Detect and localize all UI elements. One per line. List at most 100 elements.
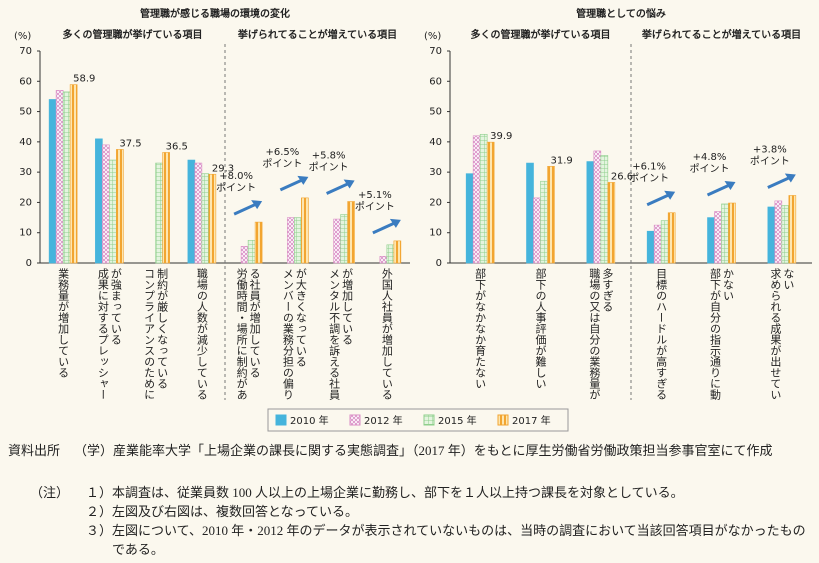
note-label: （注） — [30, 485, 70, 500]
note-text: 本調査は、従業員数 100 人以上の上場企業に勤務し、部下を１人以上持つ課長を対… — [112, 485, 684, 500]
annotation: ポイント — [690, 163, 730, 175]
bar — [486, 141, 495, 264]
x-tick-label: 部下の人事評価が難しい — [534, 268, 547, 389]
annotation-arrowhead — [297, 175, 309, 185]
bar — [69, 84, 78, 264]
bar — [333, 218, 341, 264]
legend-label: 2015 年 — [438, 414, 477, 427]
annotation: ポイント — [262, 158, 302, 170]
y-tick-label: 0 — [436, 258, 442, 269]
y-tick-label: 30 — [19, 167, 32, 178]
annotation-arrowhead — [784, 173, 796, 183]
legend-swatch — [497, 414, 509, 426]
bar — [479, 133, 488, 264]
bar — [707, 217, 715, 264]
bar — [109, 159, 117, 264]
bar — [294, 217, 302, 264]
y-tick-label: 40 — [19, 137, 32, 148]
x-tick-label: 求められる成果が出せていない — [768, 268, 795, 400]
annotation-arrowhead — [664, 190, 676, 200]
bar — [728, 202, 736, 264]
bar — [95, 138, 103, 264]
annotation-arrow — [233, 202, 257, 216]
bar — [48, 99, 57, 264]
annotation: +5.8% — [312, 151, 346, 162]
bar — [533, 197, 541, 264]
value-label: 29.3 — [212, 163, 234, 174]
x-tick-label: 部下がなかなか育たない — [473, 268, 487, 389]
x-tick-label: 外国人社員が増加している — [380, 268, 394, 400]
annotation-arrow — [372, 221, 396, 235]
bar — [386, 244, 395, 264]
y-tick-label: 70 — [19, 46, 32, 57]
bar — [721, 203, 729, 264]
x-tick-label: 部下が自分の指示通りに動かない — [708, 268, 735, 400]
bar — [162, 152, 170, 264]
x-tick-label: コンプライアンスのために制約が厳しくなっている — [142, 268, 169, 400]
x-tick-label: 業務量が増加している — [56, 268, 70, 378]
bar — [187, 159, 196, 264]
bar — [393, 240, 402, 264]
bar — [653, 224, 662, 264]
bar — [667, 212, 676, 264]
y-tick-label: 50 — [19, 107, 32, 118]
legend-label: 2010 年 — [290, 414, 329, 427]
group-subtitle: 挙げられてることが増えている項目 — [237, 28, 397, 41]
x-tick-label: メンタル不調を訴える社員が増加している — [327, 268, 354, 400]
annotation-arrowhead — [724, 181, 736, 191]
bar — [714, 211, 722, 264]
y-tick-label: 30 — [429, 167, 442, 178]
annotation: +6.5% — [265, 147, 299, 158]
bar — [774, 200, 783, 264]
value-label: 36.5 — [166, 141, 188, 152]
bar — [240, 246, 249, 264]
bar — [646, 230, 655, 264]
group-subtitle: 挙げられてることが増えている項目 — [641, 28, 801, 41]
bar — [788, 195, 797, 264]
annotation: ポイント — [309, 162, 349, 174]
group-subtitle: 多くの管理職が挙げている項目 — [471, 28, 611, 41]
value-label: 26.6 — [611, 171, 633, 182]
annotation-arrowhead — [389, 218, 401, 228]
y-tick-label: 20 — [19, 197, 32, 208]
source-label: 資料出所 — [8, 443, 61, 458]
y-axis-label: (%) — [14, 31, 31, 42]
annotation: +8.0% — [219, 171, 253, 182]
legend-label: 2012 年 — [364, 414, 403, 427]
bar — [526, 162, 534, 264]
legend-label: 2017 年 — [512, 414, 551, 427]
annotation: ポイント — [355, 201, 395, 213]
annotation-arrow — [279, 178, 303, 192]
note-number: ３） — [86, 523, 113, 538]
bar — [547, 166, 555, 264]
annotation: ポイント — [750, 155, 790, 167]
bar — [465, 173, 474, 264]
annotation: +4.8% — [693, 152, 727, 163]
chart-title: 管理職としての悩み — [576, 7, 666, 20]
bar — [347, 201, 355, 264]
annotation: +5.1% — [358, 190, 392, 201]
y-tick-label: 10 — [19, 228, 32, 239]
bar — [155, 162, 163, 264]
bar — [540, 180, 548, 264]
y-tick-label: 0 — [26, 258, 32, 269]
legend-swatch — [275, 414, 287, 426]
note-text: 左図及び右図は、複数回答となっている。 — [112, 504, 358, 519]
bar — [208, 173, 217, 264]
annotation-arrow — [767, 176, 791, 189]
y-tick-label: 60 — [429, 76, 442, 87]
note-number: ２） — [86, 504, 113, 519]
x-tick-label: 職場の人数が減少している — [195, 268, 209, 400]
bar — [55, 90, 64, 264]
bar — [287, 217, 295, 264]
legend-swatch — [423, 414, 435, 426]
y-tick-label: 40 — [429, 137, 442, 148]
value-label: 58.9 — [73, 74, 95, 85]
bar — [379, 256, 388, 264]
bar — [201, 173, 210, 264]
annotation: ポイント — [629, 173, 669, 185]
source: （学）産業能率大学「上場企業の課長に関する実態調査」（2017 年）をもとに厚生… — [74, 443, 773, 458]
x-tick-label: 目標のハードルが高すぎる — [654, 268, 668, 400]
